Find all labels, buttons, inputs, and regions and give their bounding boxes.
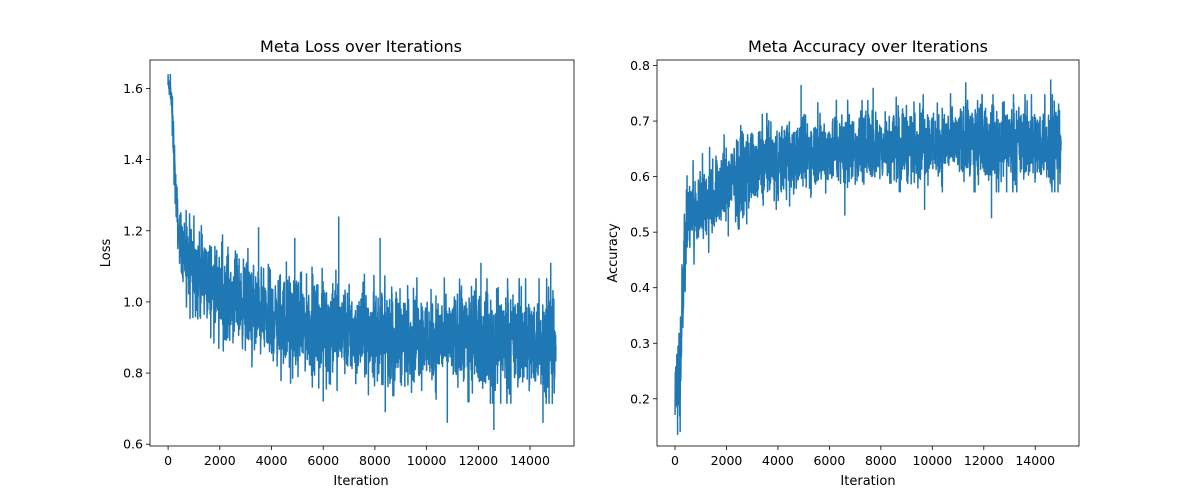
loss-plot-area	[150, 60, 574, 446]
loss-x-tick-label: 2000	[204, 453, 236, 468]
accuracy-x-tick-label: 0	[671, 453, 679, 468]
accuracy-x-ticks: 0 2000 4000 6000 8000 10000 12000 14000	[671, 446, 1055, 468]
loss-series-line	[167, 73, 557, 405]
accuracy-x-tick-label: 6000	[813, 453, 845, 468]
loss-y-tick-label: 1.0	[123, 294, 143, 309]
accuracy-x-axis-label: Iteration	[840, 474, 895, 489]
loss-y-tick-label: 0.6	[123, 437, 143, 452]
loss-x-tick-label: 6000	[307, 453, 339, 468]
accuracy-plot-frame	[656, 59, 1080, 447]
accuracy-x-tick-label: 4000	[762, 453, 794, 468]
accuracy-series-line	[674, 93, 1062, 417]
loss-chart-panel: Meta Loss over Iterations 0 2000 4000 6000 8…	[99, 37, 575, 489]
accuracy-y-tick-label: 0.4	[630, 280, 650, 295]
accuracy-x-tick-label: 8000	[865, 453, 897, 468]
loss-plot-frame	[149, 59, 575, 447]
loss-y-tick-label: 1.6	[123, 81, 143, 96]
accuracy-chart-title: Meta Accuracy over Iterations	[748, 37, 988, 56]
loss-x-tick-label: 12000	[458, 453, 498, 468]
loss-x-ticks: 0 2000 4000 6000 8000 10000 12000 14000	[164, 446, 550, 468]
accuracy-series-marks	[674, 79, 1062, 435]
loss-y-tick-label: 1.4	[123, 152, 143, 167]
loss-x-tick-label: 4000	[256, 453, 288, 468]
accuracy-x-tick-label: 14000	[1015, 453, 1055, 468]
loss-x-tick-label: 10000	[407, 453, 447, 468]
accuracy-y-ticks: 0.2 0.3 0.4 0.5 0.6 0.7 0.8	[630, 58, 657, 406]
accuracy-y-tick-label: 0.3	[630, 336, 650, 351]
loss-y-axis-label: Loss	[99, 239, 114, 268]
loss-x-tick-label: 0	[164, 453, 172, 468]
loss-x-tick-label: 8000	[359, 453, 391, 468]
accuracy-x-tick-label: 10000	[912, 453, 952, 468]
accuracy-y-tick-label: 0.7	[630, 114, 650, 129]
accuracy-chart-panel: Meta Accuracy over Iterations 0 2000 4000 6…	[606, 37, 1080, 489]
accuracy-y-tick-label: 0.5	[630, 225, 650, 240]
loss-y-tick-label: 0.8	[123, 366, 143, 381]
loss-y-tick-label: 1.2	[123, 223, 143, 238]
accuracy-x-tick-label: 12000	[964, 453, 1004, 468]
loss-series-marks	[167, 73, 557, 430]
loss-y-ticks: 0.6 0.8 1.0 1.2 1.4 1.6	[123, 81, 150, 452]
loss-x-axis-label: Iteration	[333, 474, 388, 489]
loss-chart-title: Meta Loss over Iterations	[260, 37, 462, 56]
accuracy-x-tick-label: 2000	[711, 453, 743, 468]
accuracy-y-tick-label: 0.2	[630, 391, 650, 406]
loss-x-tick-label: 14000	[510, 453, 550, 468]
accuracy-y-tick-label: 0.6	[630, 169, 650, 184]
accuracy-y-tick-label: 0.8	[630, 58, 650, 73]
accuracy-y-axis-label: Accuracy	[606, 223, 621, 283]
